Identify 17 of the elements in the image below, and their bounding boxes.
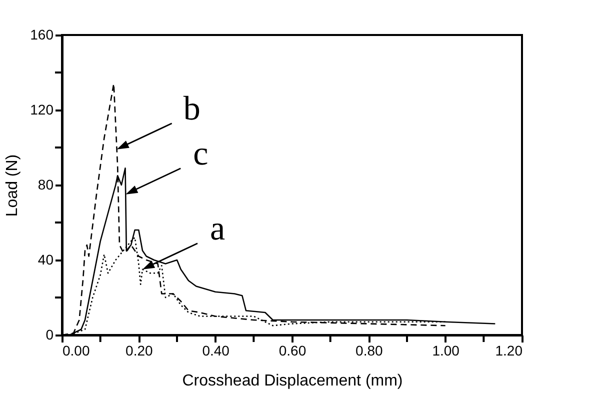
y-tick-label: 40 — [38, 252, 54, 268]
y-tick-label: 0 — [46, 326, 54, 342]
y-tick-label: 160 — [30, 26, 54, 42]
y-tick-label: 120 — [30, 102, 54, 118]
annotation: b — [183, 90, 200, 128]
x-tick-label: 0.00 — [62, 342, 90, 358]
x-tick-label: 0.20 — [126, 342, 154, 358]
x-tick-label: 0.60 — [278, 342, 306, 358]
x-tick-label: 1.00 — [432, 342, 460, 358]
y-axis-title: Load (N) — [4, 154, 22, 217]
y-tick-label: 80 — [38, 176, 54, 192]
annotation: c — [193, 135, 208, 172]
annotation: a — [210, 210, 226, 248]
x-tick-label: 0.80 — [356, 342, 384, 358]
x-tick-label: 1.20 — [495, 342, 523, 358]
x-tick-label: 0.40 — [202, 342, 230, 358]
x-axis-title: Crosshead Displacement (mm) — [182, 372, 403, 390]
